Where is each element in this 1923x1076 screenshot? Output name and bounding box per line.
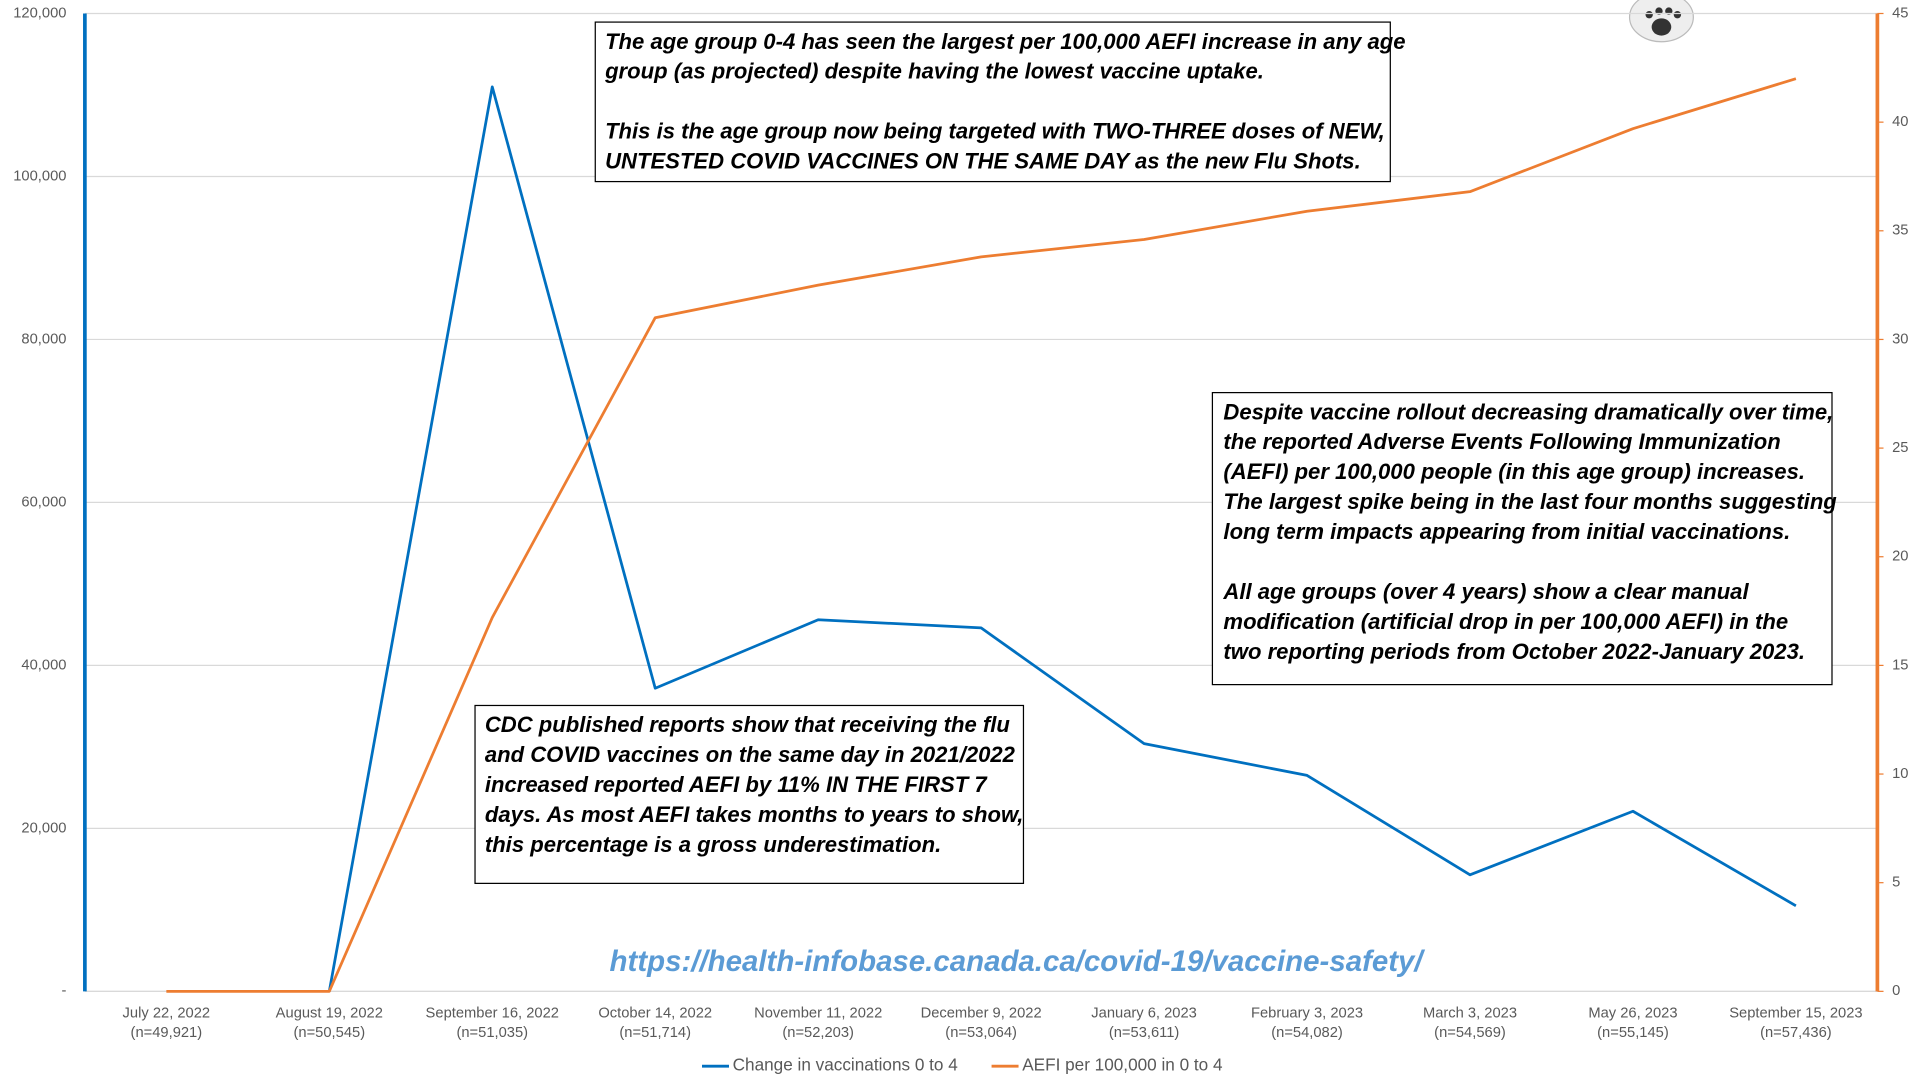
x-tick-note: (n=51,035) xyxy=(456,1025,528,1041)
annotation-text: Despite vaccine rollout decreasing drama… xyxy=(1223,399,1833,424)
y2-tick-label: 15 xyxy=(1892,657,1908,673)
x-tick-note: (n=53,064) xyxy=(945,1025,1017,1041)
y2-tick-label: 10 xyxy=(1892,766,1908,782)
annotation-text: modification (artificial drop in per 100… xyxy=(1223,609,1788,634)
annotation-text: The largest spike being in the last four… xyxy=(1223,489,1837,514)
y-tick-label: 100,000 xyxy=(13,168,66,184)
y-tick-label: 120,000 xyxy=(13,5,66,21)
x-tick-label: May 26, 2023 xyxy=(1588,1005,1677,1021)
x-tick-note: (n=54,569) xyxy=(1434,1025,1506,1041)
annotation-text: and COVID vaccines on the same day in 20… xyxy=(485,742,1016,767)
y2-tick-label: 30 xyxy=(1892,331,1908,347)
annotation-text: long term impacts appearing from initial… xyxy=(1223,519,1790,544)
x-tick-label: September 15, 2023 xyxy=(1729,1005,1862,1021)
x-tick-note: (n=49,921) xyxy=(131,1025,203,1041)
y-tick-label: 40,000 xyxy=(21,657,66,673)
x-tick-note: (n=52,203) xyxy=(782,1025,854,1041)
annotation-text: CDC published reports show that receivin… xyxy=(485,712,1011,737)
annotation-text: This is the age group now being targeted… xyxy=(605,119,1385,144)
legend-label: Change in vaccinations 0 to 4 xyxy=(733,1055,959,1075)
y-tick-label: 80,000 xyxy=(21,331,66,347)
annotation: The age group 0-4 has seen the largest p… xyxy=(594,21,1406,183)
x-tick-note: (n=50,545) xyxy=(294,1025,366,1041)
logo xyxy=(1628,0,1694,43)
annotation-text: UNTESTED COVID VACCINES ON THE SAME DAY … xyxy=(605,149,1361,174)
y2-tick-label: 5 xyxy=(1892,875,1900,891)
annotation: Despite vaccine rollout decreasing drama… xyxy=(1211,391,1837,686)
y-tick-label: 20,000 xyxy=(21,820,66,836)
annotation-text: (AEFI) per 100,000 people (in this age g… xyxy=(1223,459,1805,484)
annotation-text: this percentage is a gross underestimati… xyxy=(485,832,941,857)
x-tick-label: January 6, 2023 xyxy=(1091,1005,1197,1021)
y2-tick-label: 40 xyxy=(1892,114,1908,130)
x-tick-label: August 19, 2022 xyxy=(276,1005,383,1021)
x-tick-label: March 3, 2023 xyxy=(1423,1005,1517,1021)
source-url: https://health-infobase.canada.ca/covid-… xyxy=(610,945,1426,978)
annotation-box xyxy=(474,704,1025,884)
x-tick-label: November 11, 2022 xyxy=(754,1005,882,1021)
x-tick-label: September 16, 2022 xyxy=(426,1005,559,1021)
y2-tick-label: 45 xyxy=(1892,5,1908,21)
y2-tick-label: 25 xyxy=(1892,440,1908,456)
annotation-text: group (as projected) despite having the … xyxy=(604,59,1264,84)
y2-tick-label: 0 xyxy=(1892,983,1900,999)
x-tick-label: July 22, 2022 xyxy=(123,1005,211,1021)
x-tick-note: (n=54,082) xyxy=(1271,1025,1343,1041)
annotation-text: two reporting periods from October 2022-… xyxy=(1223,639,1805,664)
series-line xyxy=(327,85,1797,992)
annotation: CDC published reports show that receivin… xyxy=(474,704,1025,884)
y2-tick-label: 35 xyxy=(1892,223,1908,239)
annotation-box xyxy=(1211,391,1833,686)
x-tick-note: (n=51,714) xyxy=(619,1025,691,1041)
annotation-text: The age group 0-4 has seen the largest p… xyxy=(605,29,1405,54)
x-tick-note: (n=53,611) xyxy=(1109,1025,1180,1041)
y-tick-label: 60,000 xyxy=(21,494,66,510)
annotation-text: increased reported AEFI by 11% IN THE FI… xyxy=(485,772,989,797)
y-tick-label: - xyxy=(62,983,67,999)
annotation-text: days. As most AEFI takes months to years… xyxy=(485,802,1024,827)
x-tick-label: December 9, 2022 xyxy=(921,1005,1042,1021)
legend-label: AEFI per 100,000 in 0 to 4 xyxy=(1022,1055,1223,1075)
series-line xyxy=(166,77,1797,993)
annotation-text: the reported Adverse Events Following Im… xyxy=(1223,429,1780,454)
annotation-box xyxy=(594,21,1391,183)
x-tick-note: (n=55,145) xyxy=(1597,1025,1669,1041)
y2-tick-label: 20 xyxy=(1892,549,1908,565)
x-tick-note: (n=57,436) xyxy=(1760,1025,1832,1041)
x-tick-label: February 3, 2023 xyxy=(1251,1005,1363,1021)
annotation-text: All age groups (over 4 years) show a cle… xyxy=(1222,579,1749,604)
x-tick-label: October 14, 2022 xyxy=(598,1005,712,1021)
